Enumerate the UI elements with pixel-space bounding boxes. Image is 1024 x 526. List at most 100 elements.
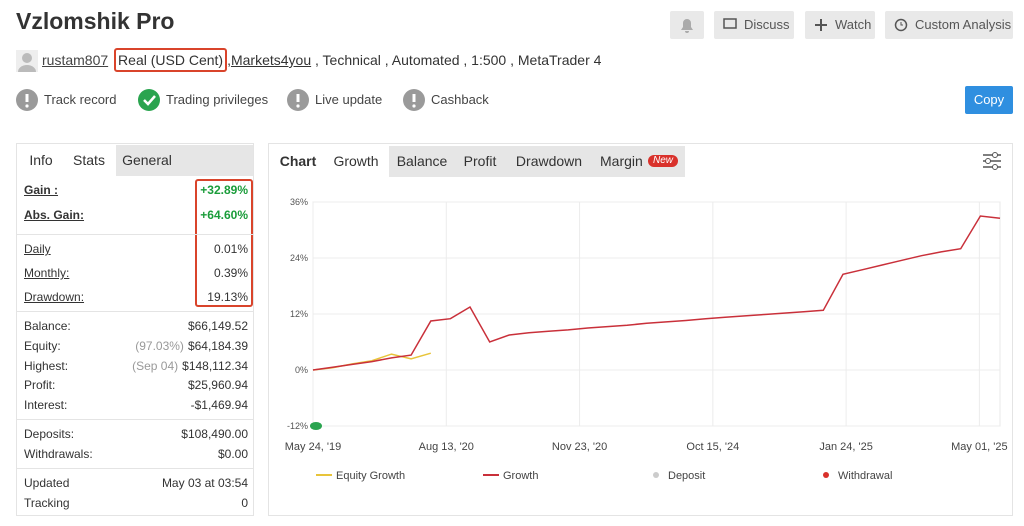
tab[interactable]: Chart	[279, 153, 317, 169]
value-text: 0	[241, 496, 248, 510]
stat-row: Drawdown: 19.13%	[24, 288, 248, 306]
stat-value: $0.00	[218, 445, 248, 463]
separator	[17, 311, 253, 312]
badge: Cashback	[403, 88, 489, 112]
stat-label: Tracking	[24, 496, 70, 510]
tab[interactable]: Stats	[73, 152, 105, 168]
value-text: May 03 at 03:54	[161, 476, 248, 490]
stat-value: May 03 at 03:54	[162, 474, 248, 492]
value-text: -$1,469.94	[190, 398, 248, 412]
stat-note: (97.03%)	[135, 339, 184, 353]
stat-row: Daily 0.01%	[24, 240, 248, 258]
stat-value: $25,960.94	[188, 376, 248, 394]
stat-value: $108,490.00	[181, 425, 248, 443]
stat-row: Profit: $25,960.94	[24, 376, 248, 394]
tab[interactable]: Profit	[463, 153, 497, 169]
stat-value: 0	[241, 494, 248, 512]
stat-row: Highest: (Sep 04) $148,112.34	[24, 357, 248, 375]
y-tick-label: 24%	[290, 253, 308, 263]
stat-row: Balance: $66,149.52	[24, 317, 248, 335]
stat-row: Equity: (97.03%) $64,184.39	[24, 337, 248, 355]
status-icon	[16, 89, 38, 111]
status-icon	[287, 89, 309, 111]
stat-row: Interest: -$1,469.94	[24, 396, 248, 414]
tab[interactable]: General	[122, 152, 172, 168]
discuss-button[interactable]: Discuss	[714, 11, 794, 39]
stat-label: Drawdown:	[24, 290, 85, 304]
stat-row: Tracking 0	[24, 494, 248, 512]
new-badge: New	[648, 155, 679, 167]
value-text: +32.89%	[200, 183, 248, 197]
separator	[17, 468, 253, 469]
value-text: $64,184.39	[187, 339, 248, 353]
settings-icon[interactable]	[981, 152, 1003, 170]
stats-panel	[16, 143, 254, 516]
stat-row: Gain : +32.89%	[24, 181, 248, 199]
watch-button[interactable]: Watch	[805, 11, 875, 39]
x-tick-label: Jan 24, '25	[819, 441, 872, 453]
tab[interactable]: Growth	[333, 153, 379, 169]
copy-button[interactable]: Copy	[965, 86, 1013, 114]
bell-button[interactable]	[670, 11, 704, 39]
stat-value: +32.89%	[200, 181, 248, 199]
value-text: $0.00	[217, 447, 248, 461]
button-label: Custom Analysis	[915, 17, 1012, 32]
stat-row: Withdrawals: $0.00	[24, 445, 248, 463]
stat-value: 0.39%	[214, 264, 248, 282]
stat-value: 0.01%	[214, 240, 248, 258]
stat-label: Daily	[24, 242, 51, 256]
separator: ,	[227, 52, 231, 68]
stat-label: Highest:	[24, 359, 69, 373]
tab-bg	[116, 145, 253, 176]
x-tick-label: Nov 23, '20	[552, 441, 607, 453]
legend-label: Equity Growth	[336, 470, 405, 482]
highlight	[195, 179, 253, 307]
value-text: $66,149.52	[187, 319, 248, 333]
status-icon	[138, 89, 160, 111]
user-link[interactable]: rustam807	[42, 52, 109, 68]
y-tick-label: 36%	[290, 197, 308, 207]
tab[interactable]: Margin	[600, 153, 643, 169]
stat-label: Gain :	[24, 183, 59, 197]
stat-label: Abs. Gain:	[24, 208, 85, 222]
value-text: $148,112.34	[182, 359, 248, 373]
chart: 36% 24% 12% 0% -12% May 24, '19 Aug 13, '20 Nov…	[285, 197, 1008, 482]
status-icon	[403, 89, 425, 111]
y-tick-label: 12%	[290, 309, 308, 319]
x-tick-label: Aug 13, '20	[419, 441, 474, 453]
account-details: , Technical , Automated , 1:500 , MetaTr…	[315, 52, 602, 68]
tab-bg	[389, 146, 685, 177]
y-tick-label: 0%	[295, 365, 308, 375]
legend-label: Deposit	[668, 470, 705, 482]
account-line: rustam807 Real (USD Cent) ,Markets4you , …	[42, 48, 602, 72]
y-tick-label: -12%	[287, 421, 308, 431]
button-label: Watch	[835, 17, 872, 32]
value-text: $108,490.00	[181, 427, 248, 441]
avatar	[16, 50, 38, 72]
button-label: Discuss	[744, 17, 790, 32]
tab[interactable]: Balance	[396, 153, 448, 169]
custom-analysis-button[interactable]: Custom Analysis	[885, 11, 1013, 39]
x-tick-label: Oct 15, '24	[686, 441, 739, 453]
x-tick-label: May 01, '25	[951, 441, 1008, 453]
separator	[17, 234, 253, 235]
badge: Track record	[16, 88, 116, 112]
stat-label: Interest:	[24, 398, 68, 412]
badge-label: Trading privileges	[166, 92, 269, 107]
stat-label: Equity:	[24, 339, 61, 353]
stat-row: Abs. Gain: +64.60%	[24, 206, 248, 224]
stat-row: Monthly: 0.39%	[24, 264, 248, 282]
tab[interactable]: Drawdown	[515, 153, 583, 169]
badge: Live update	[287, 88, 382, 112]
stat-label: Monthly:	[24, 266, 70, 280]
value-text: 0.39%	[213, 266, 248, 280]
stat-label: Withdrawals:	[24, 447, 93, 461]
title: Vzlomshik Pro	[16, 8, 175, 34]
tab[interactable]: Info	[29, 152, 53, 168]
stat-row: Deposits: $108,490.00	[24, 425, 248, 443]
broker-link[interactable]: Markets4you	[230, 52, 312, 68]
account-type: Real (USD Cent)	[114, 48, 228, 72]
stat-value: $66,149.52	[188, 317, 248, 335]
value-text: 0.01%	[213, 242, 248, 256]
